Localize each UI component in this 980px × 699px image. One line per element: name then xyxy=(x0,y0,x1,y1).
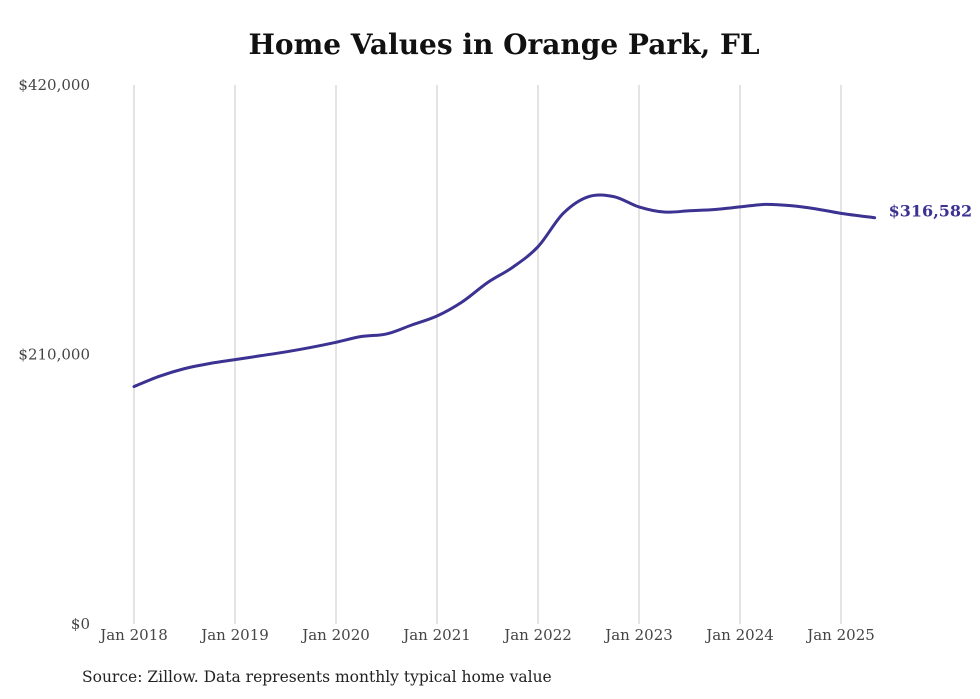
y-axis-ticks: $0 $210,000 $420,000 xyxy=(18,76,90,633)
x-tick-label: Jan 2019 xyxy=(199,626,269,644)
source-note: Source: Zillow. Data represents monthly … xyxy=(82,668,552,686)
x-tick-label: Jan 2022 xyxy=(502,626,572,644)
x-tick-label: Jan 2021 xyxy=(401,626,471,644)
chart-title: Home Values in Orange Park, FL xyxy=(248,28,760,61)
y-tick-label: $0 xyxy=(71,615,90,633)
x-axis-ticks: Jan 2018 Jan 2019 Jan 2020 Jan 2021 Jan 2022… xyxy=(98,626,875,644)
x-tick-label: Jan 2018 xyxy=(98,626,168,644)
grid-lines xyxy=(133,85,842,624)
x-tick-label: Jan 2024 xyxy=(704,626,774,644)
series-lines xyxy=(132,193,877,389)
y-tick-label: $420,000 xyxy=(18,76,90,94)
series-line xyxy=(132,193,877,389)
end-value-label: $316,582 xyxy=(889,202,973,221)
x-tick-label: Jan 2023 xyxy=(603,626,673,644)
x-tick-label: Jan 2020 xyxy=(300,626,370,644)
y-tick-label: $210,000 xyxy=(18,346,90,364)
end-labels: $316,582 xyxy=(889,202,973,221)
x-tick-label: Jan 2025 xyxy=(805,626,875,644)
